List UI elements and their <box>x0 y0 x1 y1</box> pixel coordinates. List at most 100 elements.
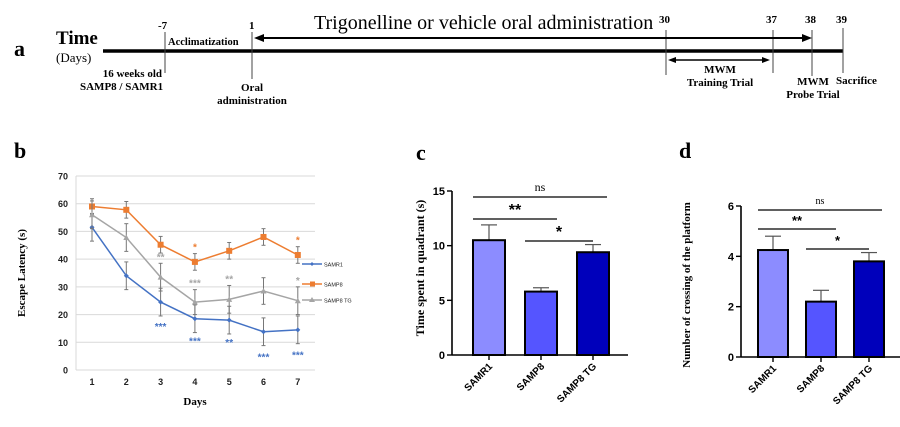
panel-letter-a: a <box>14 36 25 61</box>
c-bar-samr1 <box>472 239 506 356</box>
c-significance-label: ** <box>509 202 522 219</box>
d-ytick-label: 2 <box>728 302 734 314</box>
sacrifice-label: Sacrifice <box>836 75 877 87</box>
b-legend-marker <box>309 297 315 302</box>
b-xtick-label: 5 <box>227 377 232 387</box>
b-data-point <box>157 274 164 280</box>
b-ytick-label: 50 <box>58 227 68 237</box>
training-label-line2: Training Trial <box>686 77 754 89</box>
b-data-point <box>191 299 198 305</box>
training-arrow-right-head <box>762 57 770 63</box>
c-significance-label: * <box>556 224 563 241</box>
b-significance-label: *** <box>258 353 270 364</box>
d-significance-label: ** <box>792 213 803 228</box>
administration-arrow-left-head <box>254 34 264 42</box>
b-ytick-label: 0 <box>63 366 68 376</box>
c-ytick-label: 15 <box>433 186 445 198</box>
b-data-point <box>226 296 233 302</box>
b-xtick-label: 2 <box>124 377 129 387</box>
c-ytick-label: 0 <box>439 350 445 362</box>
b-significance-label: *** <box>189 279 201 290</box>
b-data-point <box>260 233 267 240</box>
b-ytick-label: 60 <box>58 199 68 209</box>
timeline-time-label: Time <box>56 28 98 49</box>
b-significance-label: *** <box>155 322 167 333</box>
b-xlabel: Days <box>183 396 207 408</box>
d-xtick-label: SAMR1 <box>747 363 780 396</box>
b-ytick-label: 20 <box>58 310 68 320</box>
tick-label-minus7: -7 <box>158 20 168 32</box>
d-bar-samr1 <box>757 249 789 359</box>
start-label-line2: SAMP8 / SAMR1 <box>80 81 164 93</box>
b-data-point <box>260 288 267 294</box>
b-legend-label: SAMP8 TG <box>324 299 352 305</box>
b-legend-marker <box>310 262 314 266</box>
b-data-point <box>192 316 198 322</box>
tick-label-37: 37 <box>766 14 777 26</box>
probe-label-line2: Probe Trial <box>786 89 840 101</box>
b-ytick-label: 70 <box>58 172 68 182</box>
b-data-point <box>294 297 301 304</box>
b-significance-label: *** <box>292 351 304 362</box>
b-data-point <box>123 206 130 213</box>
d-significance-label: * <box>835 233 841 248</box>
c-bar-samp8-tg <box>576 251 610 356</box>
start-label-line1: 16 weeks old <box>102 68 162 80</box>
tick-label-38: 38 <box>805 14 816 26</box>
c-significance-label: ns <box>535 180 546 194</box>
tick-label-39: 39 <box>836 14 847 26</box>
timeline-days-label: (Days) <box>56 50 92 65</box>
b-legend-marker <box>310 281 315 287</box>
training-label: MWM Training Trial <box>680 64 760 90</box>
training-arrow-left-head <box>668 57 676 63</box>
b-xtick-label: 1 <box>89 377 94 387</box>
b-significance-label: *** <box>189 337 201 348</box>
b-ytick-label: 10 <box>58 338 68 348</box>
tick-label-1: 1 <box>249 20 255 32</box>
d-ytick-label: 0 <box>728 352 734 364</box>
probe-label-line1: MWM <box>797 76 829 88</box>
start-label: 16 weeks old SAMP8 / SAMR1 <box>80 68 164 94</box>
d-xtick-label: SAMP8 <box>795 363 827 395</box>
panel-letter-d: d <box>679 138 692 163</box>
administration-arrow-right-head <box>802 34 812 42</box>
b-data-point <box>191 258 198 265</box>
d-xtick-label: SAMP8 TG <box>831 363 875 407</box>
timeline-banner: Trigonelline or vehicle oral administrat… <box>314 12 654 34</box>
b-significance-label: ** <box>225 338 233 349</box>
oral-label-line2: administration <box>217 95 287 107</box>
b-ylabel: Escape Latency (s) <box>16 229 28 317</box>
panel-letter-b: b <box>14 138 27 163</box>
b-data-point <box>226 317 232 323</box>
b-data-point <box>89 211 95 218</box>
b-data-point <box>226 247 233 254</box>
d-ytick-label: 4 <box>728 251 735 263</box>
b-ytick-label: 30 <box>58 282 68 292</box>
oral-label-line1: Oral <box>241 82 263 94</box>
c-ytick-label: 5 <box>439 295 445 307</box>
tick-label-30: 30 <box>659 14 670 26</box>
c-xtick-label: SAMP8 <box>515 361 547 393</box>
c-ytick-label: 10 <box>433 241 445 253</box>
b-significance-label: * <box>296 276 300 287</box>
b-data-point <box>295 327 301 333</box>
panel-letter-c: c <box>416 140 426 165</box>
b-significance-label: * <box>193 243 197 254</box>
c-xtick-label: SAMR1 <box>463 361 496 394</box>
b-data-point <box>261 329 266 335</box>
b-xtick-label: 3 <box>158 377 163 387</box>
b-data-point <box>294 251 301 258</box>
b-legend-label: SAMP8 <box>324 283 343 289</box>
b-ytick-label: 40 <box>58 255 68 265</box>
training-label-line1: MWM <box>704 64 736 76</box>
b-data-point <box>123 273 129 279</box>
c-xtick-label: SAMP8 TG <box>555 361 599 405</box>
d-bar-samp8 <box>805 300 837 358</box>
b-xtick-label: 6 <box>261 377 266 387</box>
b-significance-label: ** <box>157 252 165 263</box>
b-data-point <box>158 299 164 305</box>
c-ylabel: Time spent in quadrant (s) <box>413 200 427 336</box>
oral-label: Oral administration <box>212 82 292 108</box>
d-ylabel: Number of crossing of the platform <box>681 202 693 368</box>
